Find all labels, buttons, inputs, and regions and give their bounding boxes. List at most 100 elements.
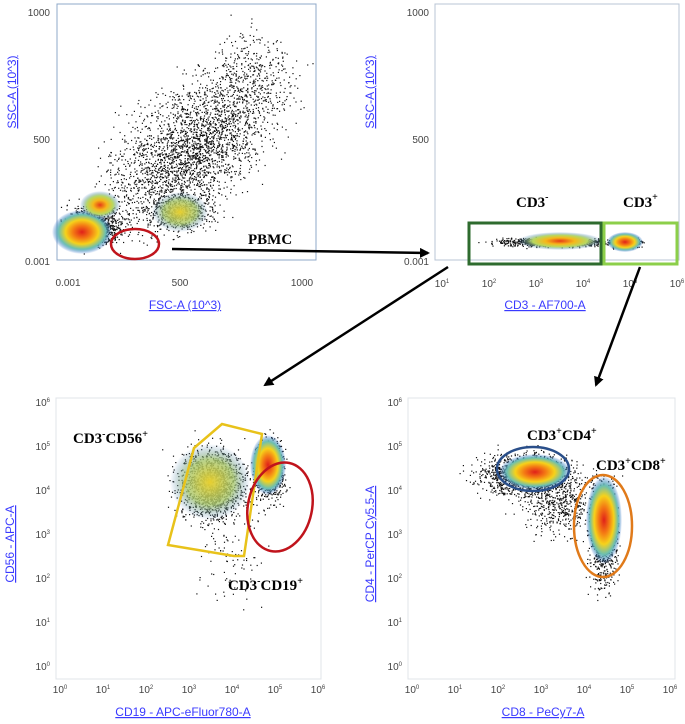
event-dot: [222, 101, 224, 103]
event-dot: [160, 139, 162, 141]
event-dot: [195, 163, 197, 165]
event-dot: [241, 90, 243, 92]
event-dot: [224, 89, 226, 91]
event-dot: [245, 60, 247, 63]
event-dot: [253, 124, 255, 127]
event-dot: [212, 209, 214, 211]
event-dot: [211, 206, 214, 209]
event-dot: [195, 93, 198, 95]
event-dot: [174, 147, 176, 149]
event-dot: [187, 159, 189, 161]
event-dot: [245, 136, 247, 138]
event-dot: [221, 131, 223, 133]
event-dot: [113, 218, 115, 220]
event-dot: [113, 215, 115, 217]
event-dot: [212, 142, 214, 144]
event-dot: [167, 133, 169, 135]
event-dot: [285, 98, 288, 101]
event-dot: [214, 133, 216, 135]
event-dot: [140, 106, 142, 108]
event-dot: [140, 155, 142, 157]
event-dot: [231, 139, 233, 141]
event-dot: [186, 144, 189, 146]
event-dot: [168, 168, 170, 170]
event-dot: [109, 184, 111, 186]
event-dot: [146, 171, 148, 173]
event-dot: [198, 157, 200, 159]
event-dot: [222, 165, 224, 167]
event-dot: [168, 158, 170, 160]
event-dot: [202, 102, 205, 104]
event-dot: [155, 151, 157, 153]
event-dot: [110, 138, 112, 140]
event-dot: [182, 109, 184, 111]
event-dot: [248, 109, 251, 111]
event-dot: [264, 117, 266, 119]
event-dot: [217, 212, 219, 214]
event-dot: [163, 162, 165, 164]
event-dot: [157, 172, 159, 174]
event-dot: [170, 132, 172, 134]
event-dot: [204, 93, 206, 95]
event-dot: [138, 202, 140, 204]
event-dot: [241, 50, 243, 52]
event-dot: [255, 160, 257, 162]
event-dot: [165, 154, 167, 156]
event-dot: [228, 119, 230, 121]
event-dot: [146, 219, 148, 222]
event-dot: [145, 154, 147, 156]
event-dot: [133, 195, 135, 197]
event-dot: [268, 84, 270, 86]
event-dot: [197, 182, 199, 184]
event-dot: [127, 235, 129, 237]
event-dot: [169, 184, 171, 186]
event-dot: [183, 99, 185, 101]
event-dot: [181, 116, 183, 118]
event-dot: [216, 90, 218, 92]
event-dot: [144, 167, 146, 169]
event-dot: [236, 101, 238, 103]
event-dot: [198, 147, 200, 149]
event-dot: [245, 156, 247, 158]
event-dot: [172, 185, 174, 188]
event-dot: [276, 129, 278, 131]
event-dot: [141, 164, 143, 166]
event-dot: [218, 122, 220, 124]
event-dot: [230, 112, 232, 114]
event-dot: [118, 187, 120, 189]
event-dot: [199, 182, 201, 184]
event-dot: [143, 187, 145, 189]
event-dot: [249, 126, 251, 128]
event-dot: [252, 82, 255, 84]
gate-pbmc[interactable]: [109, 227, 161, 261]
event-dot: [211, 133, 213, 135]
event-dot: [186, 166, 188, 168]
event-dot: [171, 149, 173, 151]
event-dot: [173, 155, 175, 158]
event-dot: [208, 127, 210, 129]
event-dot: [224, 120, 226, 122]
event-dot: [200, 83, 202, 85]
event-dot: [210, 120, 212, 122]
event-dot: [199, 176, 201, 178]
event-dot: [148, 104, 150, 106]
event-dot: [246, 46, 248, 48]
event-dot: [289, 76, 291, 78]
event-dot: [168, 124, 170, 126]
event-dot: [163, 234, 165, 236]
event-dot: [236, 135, 238, 137]
event-dot: [134, 161, 136, 163]
event-dot: [172, 162, 174, 164]
event-dot: [113, 229, 115, 231]
event-dot: [200, 146, 202, 148]
event-dot: [210, 124, 212, 126]
event-dot: [195, 179, 197, 181]
event-dot: [154, 105, 156, 107]
event-dot: [217, 87, 220, 89]
event-dot: [153, 137, 155, 139]
event-dot: [204, 172, 206, 174]
event-dot: [221, 110, 223, 112]
event-dot: [223, 151, 225, 153]
event-dot: [133, 175, 135, 178]
event-dot: [137, 207, 139, 209]
